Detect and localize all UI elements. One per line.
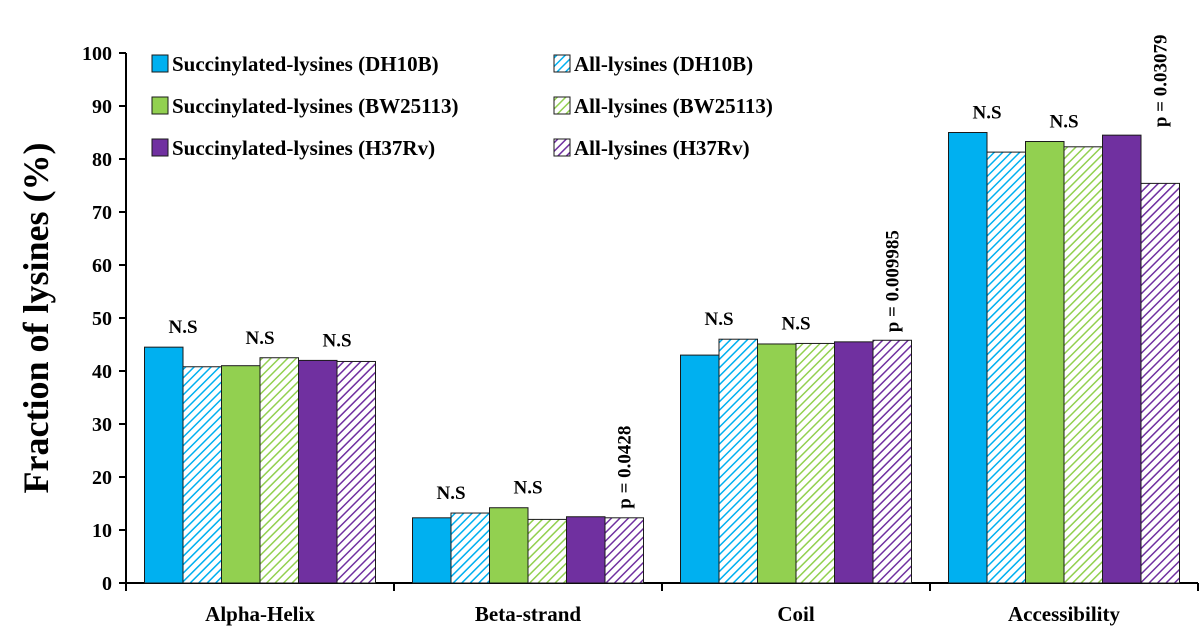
legend-swatch-succinylated-lysines-h37rv (151, 138, 169, 157)
bar-beta-strand-succinylated-lysines-dh10b (412, 517, 452, 584)
y-tick-label: 70 (92, 202, 112, 224)
significance-label: p = 0.03079 (1150, 34, 1171, 127)
significance-label: N.S (513, 478, 542, 499)
bar-coil-succinylated-lysines-dh10b (680, 354, 720, 584)
bar-coil-all-lysines-bw25113 (795, 342, 835, 584)
legend-swatch-succinylated-lysines-bw25113 (151, 96, 169, 115)
legend-label-succinylated-lysines-h37rv: Succinylated-lysines (H37Rv) (172, 136, 435, 160)
bar-alpha-helix-succinylated-lysines-dh10b (144, 346, 184, 584)
significance-label: N.S (168, 317, 197, 338)
significance-label: N.S (1049, 112, 1078, 133)
y-tick-label: 90 (92, 96, 112, 118)
bar-beta-strand-all-lysines-h37rv (604, 517, 644, 584)
significance-label: N.S (781, 313, 810, 334)
legend-label-succinylated-lysines-bw25113: Succinylated-lysines (BW25113) (172, 94, 458, 118)
legend-label-all-lysines-bw25113: All-lysines (BW25113) (574, 94, 773, 118)
legend-swatch-all-lysines-bw25113 (553, 96, 571, 115)
bar-alpha-helix-succinylated-lysines-bw25113 (221, 365, 261, 584)
bar-alpha-helix-all-lysines-h37rv (336, 360, 376, 584)
bar-coil-succinylated-lysines-bw25113 (757, 343, 797, 584)
bar-beta-strand-succinylated-lysines-bw25113 (489, 507, 529, 584)
y-tick-label: 0 (102, 573, 112, 595)
bar-accessibility-all-lysines-bw25113 (1063, 146, 1103, 584)
y-axis-title: Fraction of lysines (%) (16, 143, 56, 494)
bar-coil-succinylated-lysines-h37rv (834, 341, 874, 584)
x-category-label-coil: Coil (777, 602, 815, 626)
significance-label: N.S (322, 330, 351, 351)
legend-label-all-lysines-h37rv: All-lysines (H37Rv) (574, 136, 750, 160)
y-tick-label: 20 (92, 467, 112, 489)
bar-coil-all-lysines-dh10b (718, 338, 758, 584)
y-tick-label: 60 (92, 255, 112, 277)
bar-alpha-helix-all-lysines-bw25113 (259, 357, 299, 584)
x-category-label-alpha-helix: Alpha-Helix (205, 602, 315, 626)
y-tick-label: 100 (82, 43, 112, 65)
y-tick-label: 10 (92, 520, 112, 542)
bar-beta-strand-all-lysines-dh10b (450, 512, 490, 584)
y-tick-label: 80 (92, 149, 112, 171)
legend-swatch-all-lysines-h37rv (553, 138, 571, 157)
legend-label-succinylated-lysines-dh10b: Succinylated-lysines (DH10B) (172, 52, 439, 76)
bar-beta-strand-succinylated-lysines-h37rv (566, 516, 606, 584)
legend-swatch-all-lysines-dh10b (553, 54, 571, 73)
y-tick-label: 50 (92, 308, 112, 330)
x-category-label-accessibility: Accessibility (1008, 602, 1120, 626)
bar-alpha-helix-all-lysines-dh10b (182, 366, 222, 584)
significance-label: N.S (704, 309, 733, 330)
bar-accessibility-succinylated-lysines-dh10b (948, 132, 988, 584)
x-category-label-beta-strand: Beta-strand (475, 602, 581, 626)
bar-accessibility-succinylated-lysines-bw25113 (1025, 141, 1065, 584)
legend-swatch-succinylated-lysines-dh10b (151, 54, 169, 73)
y-tick-label: 40 (92, 361, 112, 383)
bar-coil-all-lysines-h37rv (872, 339, 912, 584)
significance-label: N.S (245, 328, 274, 349)
significance-label: p = 0.009985 (882, 230, 903, 332)
bar-beta-strand-all-lysines-bw25113 (527, 518, 567, 584)
y-tick-label: 30 (92, 414, 112, 436)
significance-label: p = 0.0428 (614, 426, 635, 509)
bar-alpha-helix-succinylated-lysines-h37rv (298, 359, 338, 584)
bar-accessibility-all-lysines-h37rv (1140, 182, 1180, 584)
bar-accessibility-succinylated-lysines-h37rv (1102, 134, 1142, 584)
significance-label: N.S (436, 483, 465, 504)
significance-label: N.S (972, 103, 1001, 124)
legend-label-all-lysines-dh10b: All-lysines (DH10B) (574, 52, 753, 76)
bar-accessibility-all-lysines-dh10b (986, 151, 1026, 584)
